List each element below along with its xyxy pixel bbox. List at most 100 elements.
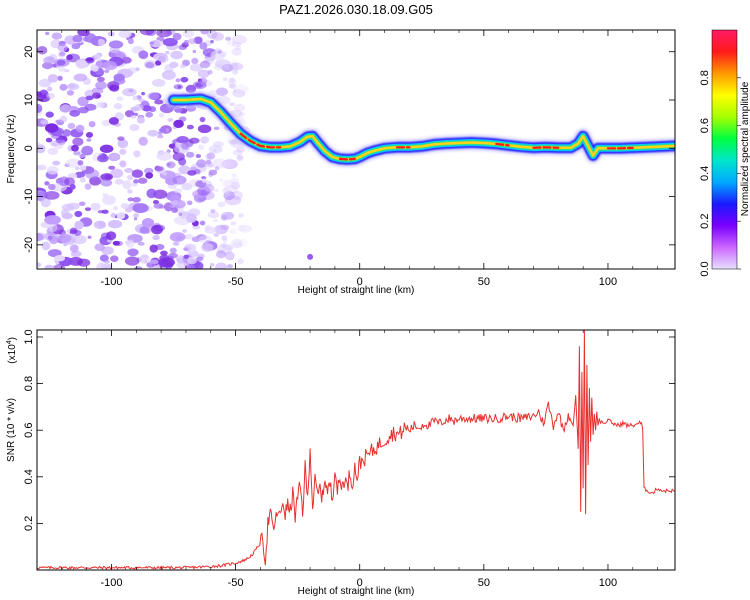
spectrogram-x-tick-label: 0 [357, 276, 363, 288]
noise-blob [181, 182, 193, 191]
noise-blob [211, 158, 227, 169]
noise-blob [210, 262, 215, 267]
snr-y-tick-label: 0.4 [23, 469, 35, 484]
noise-blob [133, 213, 140, 218]
noise-blob [206, 30, 218, 39]
noise-blob [112, 240, 120, 246]
noise-blob [145, 172, 154, 179]
ridge-core [495, 142, 510, 147]
noise-blob [75, 124, 85, 133]
noise-blob [174, 106, 183, 113]
noise-blob [208, 172, 213, 178]
noise-blob [185, 151, 195, 158]
noise-blob [238, 224, 253, 233]
noise-blob [217, 201, 226, 208]
noise-blob [113, 102, 123, 110]
noise-blob [72, 137, 84, 146]
noise-blob [73, 73, 88, 82]
noise-blob [183, 39, 189, 44]
noise-blob [229, 228, 237, 235]
noise-blob [198, 144, 205, 150]
noise-blob [173, 84, 184, 90]
noise-blob [199, 220, 206, 226]
noise-blob [118, 30, 132, 38]
colorbar-frame [711, 29, 738, 270]
noise-blob [186, 124, 194, 130]
noise-blob [67, 122, 76, 130]
noise-blob [55, 119, 62, 124]
noise-blob [214, 166, 220, 171]
noise-blob [139, 30, 155, 36]
noise-blob [169, 232, 186, 242]
noise-blob [65, 158, 82, 168]
noise-blob [77, 30, 90, 37]
noise-blob [170, 50, 183, 60]
noise-blob [40, 198, 51, 208]
noise-blob [166, 161, 176, 169]
noise-blob [127, 174, 134, 181]
snr-x-tick-label: 50 [478, 577, 490, 589]
ridge-core [606, 146, 634, 150]
noise-blob [172, 241, 180, 246]
noise-blob [180, 76, 189, 83]
colorbar-tick-label: 0.6 [699, 118, 711, 133]
noise-blob [141, 218, 155, 228]
noise-blob [133, 150, 141, 158]
noise-blob [50, 142, 57, 147]
colorbar: 0.0 0.2 0.4 0.6 0.8 Normalized spectral ampl… [699, 29, 750, 277]
noise-blob [37, 191, 47, 198]
noise-blob [195, 256, 204, 261]
noise-blob [59, 83, 68, 91]
spectral-ridge [165, 91, 675, 168]
colorbar-label: Normalized spectral amplitude [740, 81, 750, 216]
noise-blob [156, 151, 172, 161]
noise-blob [178, 212, 183, 216]
noise-blob [90, 65, 99, 72]
spectrogram-plot-area [37, 30, 675, 269]
noise-blob [101, 246, 114, 255]
noise-blob [77, 96, 89, 107]
noise-blob [127, 189, 133, 194]
noise-blob [102, 195, 116, 206]
noise-blob [195, 154, 202, 159]
noise-blob [91, 92, 102, 99]
noise-blob [127, 248, 139, 257]
noise-blob [165, 50, 170, 55]
noise-blob [112, 206, 118, 211]
noise-blob [97, 38, 106, 46]
noise-blob [147, 92, 160, 100]
noise-blob [114, 178, 124, 185]
noise-blob [199, 42, 208, 50]
noise-blob [233, 88, 238, 93]
noise-blob [88, 121, 96, 128]
noise-blob [219, 178, 224, 183]
noise-blob [212, 141, 224, 148]
noise-blob [66, 54, 73, 61]
noise-blob [210, 208, 216, 214]
noise-blob [44, 181, 50, 186]
noise-blob [96, 101, 105, 108]
noise-blob [117, 136, 125, 141]
noise-blob [138, 136, 148, 146]
noise-blob [75, 59, 88, 69]
noise-blob [200, 30, 209, 35]
noise-blob [85, 131, 94, 138]
noise-blob [45, 137, 53, 143]
noise-blob [157, 55, 167, 63]
noise-blob [103, 69, 110, 74]
noise-blob [206, 152, 216, 160]
noise-blob [210, 50, 226, 60]
spectrogram-y-tick-label: -10 [23, 189, 35, 205]
noise-blob [97, 154, 109, 163]
noise-blob [47, 147, 59, 156]
noise-blob [100, 179, 113, 187]
noise-blob [199, 60, 211, 69]
snr-frame [36, 329, 676, 571]
colorbar-tick-label: 0.0 [699, 261, 711, 276]
noise-blob [144, 167, 154, 175]
noise-scatter [37, 30, 253, 269]
snr-x-tick-label: 100 [599, 577, 617, 589]
noise-blob [108, 165, 116, 170]
snr-y-ticks: 0.2 0.4 0.6 0.8 1.0 [23, 329, 675, 531]
noise-blob [177, 254, 183, 259]
